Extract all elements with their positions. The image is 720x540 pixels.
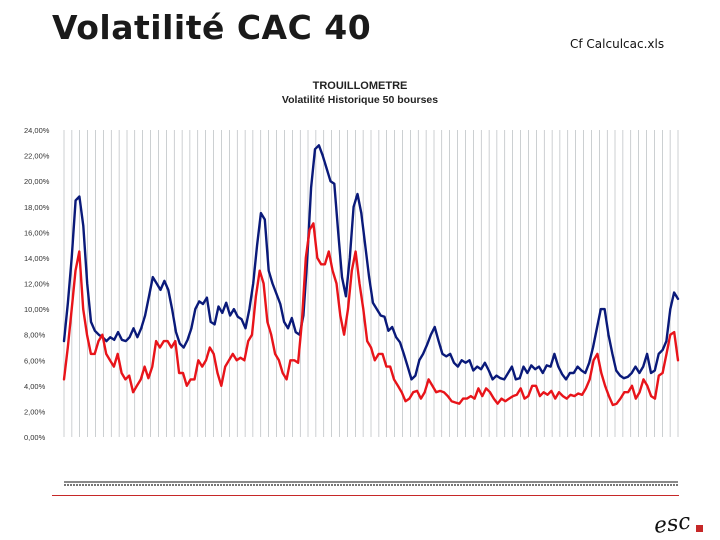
series-line-blue (62, 144, 680, 381)
chart-title: TROUILLOMETRE (312, 80, 408, 92)
y-tick-label: 4,00% (24, 382, 46, 391)
footer-rule (52, 495, 679, 496)
y-tick-label: 2,00% (24, 407, 46, 416)
series-line-red (62, 222, 680, 407)
y-tick-label: 16,00% (24, 228, 50, 237)
chart-grid (63, 130, 679, 437)
y-tick-label: 20,00% (24, 177, 50, 186)
x-axis (64, 481, 678, 486)
y-tick-label: 22,00% (24, 152, 50, 161)
y-tick-label: 18,00% (24, 203, 50, 212)
y-axis-ticks: 0,00% 2,00% 4,00% 6,00% 8,00% 10,00% 12,00% 14,… (24, 126, 50, 442)
esc-logo-text: esc (652, 509, 692, 539)
y-tick-label: 6,00% (24, 356, 46, 365)
y-tick-label: 24,00% (24, 126, 50, 135)
logo-red-square (696, 525, 703, 532)
esc-logo: esc (652, 509, 703, 539)
y-tick-label: 8,00% (24, 331, 46, 340)
source-file-note: Cf Calculcac.xls (570, 37, 665, 51)
y-tick-label: 0,00% (24, 433, 46, 442)
y-tick-label: 14,00% (24, 254, 50, 263)
slide-title: Volatilité CAC 40 (52, 8, 372, 47)
chart-series (62, 144, 680, 407)
y-tick-label: 10,00% (24, 305, 50, 314)
y-tick-label: 12,00% (24, 280, 50, 289)
chart-subtitle: Volatilité Historique 50 bourses (281, 94, 439, 106)
